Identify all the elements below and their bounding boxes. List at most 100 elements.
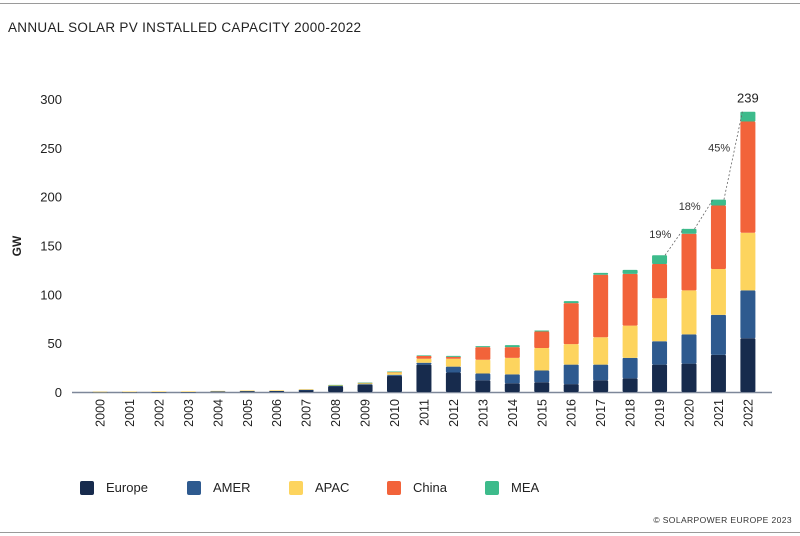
bar-segment-apac-2007: [298, 389, 314, 390]
bar-segment-apac-2010: [387, 372, 402, 375]
bar-segment-apac-2018: [622, 325, 638, 358]
bar-segment-europe-2010: [387, 375, 402, 392]
bar-segment-apac-2006: [269, 390, 285, 392]
y-tick-label: 50: [48, 336, 62, 351]
x-tick-label: 2014: [506, 399, 520, 427]
bar-segment-china-2015: [534, 331, 550, 349]
bar-segment-apac-2002: [151, 391, 167, 393]
bar-segment-amer-2022: [740, 290, 756, 339]
bar-segment-mea-2011: [416, 355, 432, 356]
growth-line: [723, 111, 743, 200]
bar-segment-apac-2012: [445, 358, 461, 367]
bar-segment-europe-2020: [681, 363, 697, 392]
legend-item-apac: APAC: [289, 480, 349, 495]
bar-segment-china-2012: [445, 356, 461, 359]
bar-segment-apac-2020: [681, 290, 697, 335]
bar-segment-china-2017: [593, 274, 609, 338]
bar-segment-europe-2007: [298, 390, 314, 392]
x-tick-label: 2008: [329, 399, 343, 427]
bar-segment-mea-2014: [504, 345, 520, 348]
legend-swatch: [187, 480, 201, 495]
bar-segment-apac-2022: [740, 232, 756, 291]
bar-segment-mea-2018: [622, 269, 638, 274]
copyright: © SOLARPOWER EUROPE 2023: [653, 515, 792, 525]
bar-segment-apac-2014: [504, 357, 520, 375]
legend-label: China: [413, 480, 447, 495]
bar-segment-amer-2020: [681, 334, 697, 364]
bar-segment-apac-2011: [416, 358, 432, 363]
growth-line: [664, 228, 684, 256]
x-tick-label: 2018: [624, 399, 638, 427]
growth-label: 45%: [708, 143, 730, 155]
legend-item-mea: MEA: [485, 480, 539, 495]
bar-segment-apac-2001: [121, 391, 137, 393]
bar-segment-amer-2014: [504, 374, 520, 384]
x-tick-label: 2002: [152, 399, 166, 427]
bar-segment-europe-2008: [328, 386, 344, 392]
bar-segment-china-2016: [563, 303, 579, 345]
bar-segment-amer-2013: [475, 373, 491, 381]
bar-segment-mea-2021: [710, 199, 726, 206]
x-tick-label: 2006: [270, 399, 284, 427]
bar-segment-apac-2003: [180, 391, 196, 393]
x-tick-label: 2009: [359, 399, 373, 427]
y-tick-label: 250: [40, 141, 62, 156]
y-tick-label: 200: [40, 190, 62, 205]
x-tick-label: 2020: [683, 399, 697, 427]
bar-segment-china-2018: [622, 273, 638, 326]
bottom-rule: [0, 532, 800, 533]
bar-segment-europe-2009: [357, 384, 373, 392]
bar-segment-mea-2020: [681, 228, 697, 234]
legend-item-amer: AMER: [187, 480, 251, 495]
legend-swatch: [387, 480, 401, 495]
legend-item-china: China: [387, 480, 447, 495]
bar-segment-china-2011: [416, 355, 432, 359]
legend-label: APAC: [315, 480, 350, 495]
x-tick-label: 2019: [653, 399, 667, 427]
y-tick-label: 150: [40, 239, 62, 254]
bar-segment-china-2019: [652, 264, 668, 299]
x-tick-label: 2016: [565, 399, 579, 427]
bar-segment-apac-2000: [92, 391, 108, 393]
x-tick-label: 2003: [182, 399, 196, 427]
bar-segment-mea-2016: [563, 301, 579, 304]
y-tick-label: 300: [40, 92, 62, 107]
x-tick-label: 2010: [388, 399, 402, 427]
bar-segment-apac-2013: [475, 359, 491, 374]
bar-segment-europe-2018: [622, 378, 638, 392]
bar-segment-mea-2012: [445, 355, 461, 357]
growth-line: [694, 199, 714, 230]
bar-segment-china-2022: [740, 121, 756, 233]
x-tick-label: 2001: [123, 399, 137, 427]
legend: Europe AMER APAC China MEA: [0, 480, 800, 500]
legend-item-europe: Europe: [80, 480, 148, 495]
bar-segment-china-2021: [710, 205, 726, 269]
bar-segment-china-2014: [504, 347, 520, 358]
x-tick-label: 2013: [476, 399, 490, 427]
bar-segment-apac-2019: [652, 298, 668, 342]
legend-swatch: [485, 480, 499, 495]
bar-segment-mea-2013: [475, 346, 491, 348]
bar-segment-apac-2004: [210, 390, 226, 392]
bar-segment-apac-2016: [563, 344, 579, 365]
bar-segment-apac-2005: [239, 390, 255, 392]
bar-segment-china-2020: [681, 233, 697, 291]
x-tick-label: 2012: [447, 399, 461, 427]
bar-segment-amer-2021: [710, 314, 726, 355]
bar-segment-amer-2018: [622, 357, 638, 379]
bar-segment-amer-2009: [357, 384, 373, 385]
y-axis-label: GW: [10, 235, 24, 256]
bar-segment-amer-2015: [534, 370, 550, 383]
x-tick-label: 2011: [417, 399, 431, 426]
bar-segment-apac-2021: [710, 268, 726, 315]
bar-segment-amer-2012: [445, 366, 461, 373]
bar-segment-europe-2015: [534, 382, 550, 392]
legend-label: MEA: [511, 480, 540, 495]
y-tick-label: 0: [55, 385, 62, 400]
bar-segment-amer-2010: [387, 374, 402, 376]
x-tick-label: 2017: [594, 399, 608, 427]
y-tick-label: 100: [40, 287, 62, 302]
x-tick-label: 2004: [211, 399, 225, 427]
bar-segment-europe-2019: [652, 364, 668, 392]
bar-segment-europe-2021: [710, 354, 726, 392]
